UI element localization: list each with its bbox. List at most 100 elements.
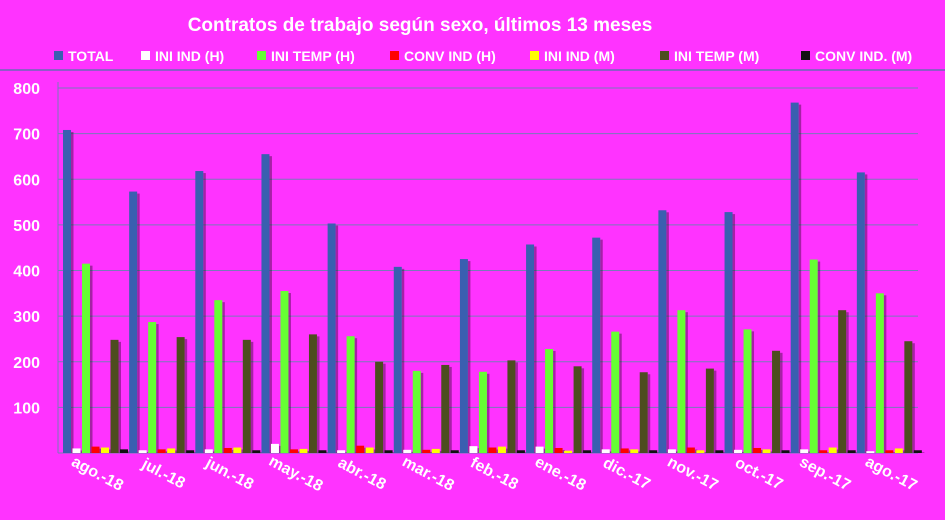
bar-shade xyxy=(335,225,339,453)
bar-shade xyxy=(109,449,112,453)
bar-shade xyxy=(647,374,651,453)
bar-face xyxy=(847,450,856,453)
bar xyxy=(856,172,868,453)
y-tick-label: 400 xyxy=(13,264,40,281)
bar xyxy=(620,448,632,453)
bar xyxy=(450,450,462,453)
bar-shade xyxy=(477,448,480,453)
bar-face xyxy=(658,210,667,453)
bar xyxy=(252,450,263,453)
bar-face xyxy=(412,370,421,453)
bar-face xyxy=(478,371,487,453)
y-tick-label: 100 xyxy=(13,400,40,417)
bar-face xyxy=(167,448,176,453)
bar-face xyxy=(856,172,865,453)
legend-label: CONV IND (H) xyxy=(404,48,496,64)
bar-shade xyxy=(467,261,471,453)
bar-face xyxy=(592,237,601,453)
bar xyxy=(63,129,74,453)
bar xyxy=(129,191,140,453)
bar-face xyxy=(564,450,573,453)
legend-label: INI TEMP (H) xyxy=(271,48,355,64)
y-tick-label: 200 xyxy=(13,355,40,372)
bar-face xyxy=(904,341,913,453)
bar xyxy=(431,448,443,453)
bar-face xyxy=(459,259,468,453)
legend-label: TOTAL xyxy=(68,48,114,64)
bar-face xyxy=(649,450,658,453)
bar xyxy=(677,310,688,453)
bar xyxy=(715,450,726,453)
x-tick-label: nov.-17 xyxy=(664,454,720,495)
bar xyxy=(393,266,405,453)
bar-shade xyxy=(297,451,301,453)
bar xyxy=(318,450,329,453)
bar xyxy=(507,360,518,453)
y-tick-label: 300 xyxy=(13,309,40,326)
bar xyxy=(705,368,717,453)
bar-shade xyxy=(118,341,121,453)
bar-shade xyxy=(864,174,868,453)
bar xyxy=(195,171,206,453)
bar xyxy=(91,446,102,453)
bar xyxy=(828,447,840,453)
bar-shade xyxy=(817,261,821,453)
x-tick-label: jun.-18 xyxy=(202,454,256,494)
bar-shade xyxy=(534,246,537,453)
legend: TOTAL INI IND (H) INI TEMP (H) CONV IND (H)… xyxy=(54,48,912,64)
bar-face xyxy=(318,450,327,453)
bar xyxy=(649,450,660,453)
bar-shade xyxy=(146,452,150,453)
bar-shade xyxy=(902,450,906,453)
bar xyxy=(838,310,849,453)
bar-face xyxy=(91,446,100,453)
bar xyxy=(459,259,471,453)
bar-shade xyxy=(770,451,774,453)
bar-shade xyxy=(80,450,83,453)
bar xyxy=(875,293,887,453)
bar xyxy=(762,449,774,453)
bar-face xyxy=(894,448,903,453)
bar xyxy=(743,329,755,453)
bar-face xyxy=(724,212,733,453)
bar-face xyxy=(913,450,922,453)
bar-shade xyxy=(222,302,225,453)
bar-shade xyxy=(505,448,509,453)
bar-face xyxy=(214,300,223,453)
legend-label: INI TEMP (M) xyxy=(674,48,759,64)
bar-shade xyxy=(846,312,849,453)
bar xyxy=(233,447,244,453)
bar-shade xyxy=(713,370,717,453)
legend-swatch xyxy=(801,51,810,60)
bar xyxy=(611,331,622,453)
bar-face xyxy=(639,372,648,453)
bar-shade xyxy=(609,451,613,453)
bar xyxy=(583,450,594,453)
bar-face xyxy=(422,449,431,453)
bar xyxy=(894,448,906,453)
bar xyxy=(667,449,679,453)
bar-shade xyxy=(345,452,348,453)
bar xyxy=(630,449,641,453)
bar-shade xyxy=(71,131,74,453)
bar xyxy=(289,449,301,453)
bar-face xyxy=(223,447,232,453)
bar-shade xyxy=(761,449,764,453)
bar-face xyxy=(129,191,138,453)
bar-face xyxy=(838,310,847,453)
x-tick-label: mar.-18 xyxy=(399,453,457,494)
bar xyxy=(167,448,178,453)
bar xyxy=(280,291,291,453)
bar-face xyxy=(261,154,270,453)
bar-face xyxy=(686,447,695,453)
bar xyxy=(800,449,811,453)
legend-label: CONV IND. (M) xyxy=(815,48,912,64)
bar-shade xyxy=(515,362,518,453)
bar-shade xyxy=(439,450,443,453)
bar-shade xyxy=(827,452,830,453)
bar-shade xyxy=(250,341,254,453)
bar-face xyxy=(885,450,894,453)
bar xyxy=(261,154,272,453)
legend-swatch xyxy=(54,51,63,60)
